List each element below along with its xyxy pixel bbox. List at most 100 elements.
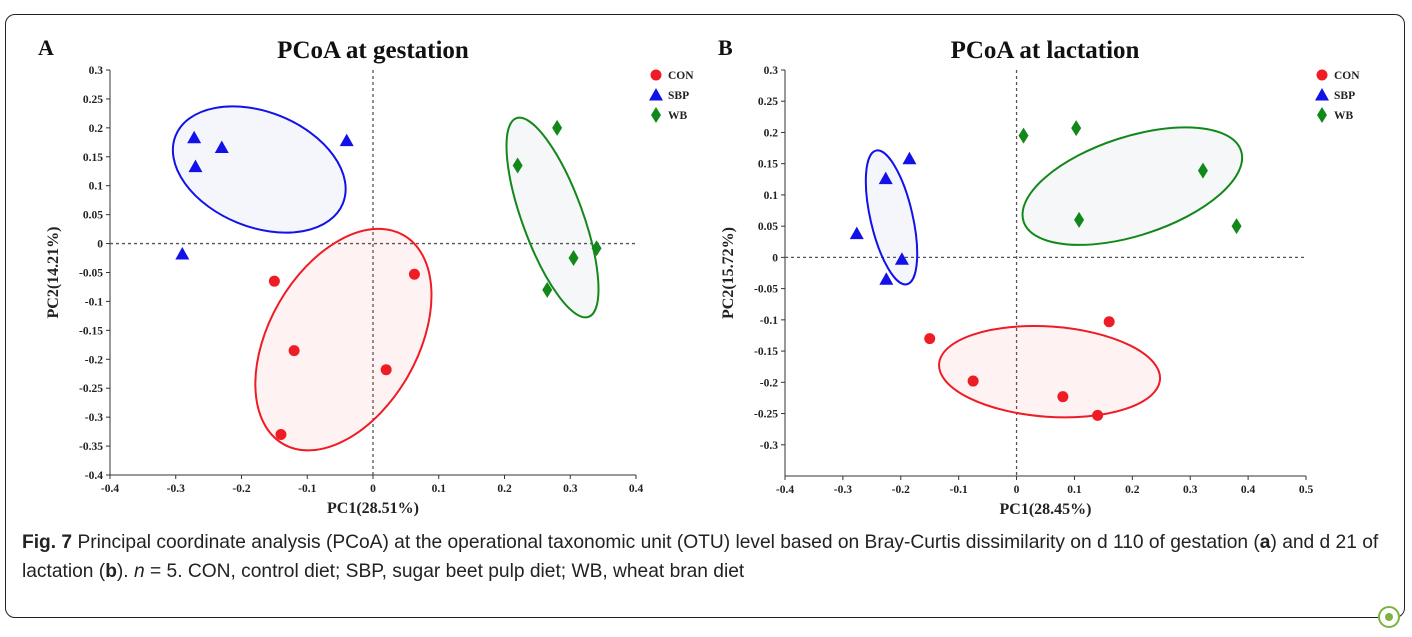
panel-b-x-tick-label: 0.5 (1299, 484, 1314, 496)
panel-b-y-tick-label: 0 (772, 252, 778, 264)
panel-a-y-tick-label: -0.3 (85, 412, 103, 424)
panel-a-legend-sbp-marker (649, 88, 663, 101)
panel-a-con-point (275, 429, 287, 440)
panel-a-y-tick-label: -0.05 (79, 268, 103, 280)
panel-b-y-tick-label: -0.1 (760, 315, 778, 327)
panel-b-y-tick-label: -0.15 (754, 346, 778, 358)
panel-a-x-tick-label: 0 (370, 483, 376, 495)
panel-b-wb-point (1197, 162, 1208, 179)
panel-b-wb-point (1071, 120, 1082, 137)
caption-fig-label: Fig. 7 (22, 532, 73, 553)
caption-text-2: ) and d 21 of lactation ( (22, 532, 1379, 582)
panel-a-con-point (380, 364, 392, 376)
panel-a-sbp-point (188, 159, 203, 173)
panel-a-y-tick-label: -0.15 (79, 325, 103, 337)
panel-b-x-tick-label: 0.1 (1067, 484, 1082, 496)
panel-a-y-tick-label: -0.2 (85, 354, 103, 366)
panel-b-wb-point (1074, 211, 1085, 228)
open-access-leaf-icon (1378, 606, 1400, 628)
panel-a-x-tick-label: 0.4 (629, 483, 644, 495)
panel-a-con-ellipse (254, 227, 433, 452)
panel-b-sbp-point (849, 226, 864, 240)
panel-a-sbp-point (187, 130, 202, 144)
panel-b-label: B (718, 35, 733, 60)
panel-b-legend-con-marker (1316, 69, 1328, 81)
panel-b-sbp-point (894, 252, 909, 265)
panel-b-y-tick-label: -0.05 (754, 284, 778, 296)
panel-a-x-tick-label: 0.1 (432, 483, 447, 495)
panel-b-wb-ellipse (1021, 126, 1244, 246)
panel-b-legend-sbp-label: SBP (1334, 90, 1355, 102)
panel-a-legend-wb-marker (651, 107, 661, 123)
panel-a-label: A (38, 35, 54, 60)
panel-a-con-point (268, 275, 280, 287)
panel-b-con-point (967, 375, 979, 387)
panel-b-y-axis-label: PC2(15.72%) (720, 227, 737, 319)
panel-a-legend-con-label: CON (668, 70, 694, 82)
panel-a-sbp-ellipse (171, 105, 347, 234)
panel-a-con-point (288, 345, 300, 357)
panel-a-y-tick-label: 0 (97, 239, 103, 251)
panel-b-x-tick-label: -0.4 (776, 484, 794, 496)
panel-a-y-tick-label: 0.15 (83, 152, 103, 164)
panel-b-x-tick-label: -0.2 (892, 484, 910, 496)
panel-a-y-tick-label: 0.05 (83, 210, 103, 222)
panel-a-x-tick-label: -0.3 (167, 483, 185, 495)
panel-b-legend-wb-marker (1317, 107, 1327, 123)
panel-a-sbp-point (214, 140, 229, 154)
panel-b-y-tick-label: 0.15 (758, 159, 778, 171)
panel-b-sbp-ellipse (864, 149, 919, 286)
panel-b-y-tick-label: -0.2 (760, 377, 778, 389)
panel-b-legend-wb-label: WB (1334, 110, 1354, 122)
panel-a-legend-wb-label: WB (668, 110, 688, 122)
panel-b-wb-point (1231, 218, 1242, 235)
panel-a-legend-con-marker (650, 69, 662, 81)
panel-b-x-tick-label: 0.2 (1125, 484, 1140, 496)
panel-b-con-point (1057, 391, 1069, 403)
caption-a-label: a (1259, 532, 1271, 553)
caption-text-1: Principal coordinate analysis (PCoA) at … (72, 532, 1260, 553)
panel-b-y-tick-label: 0.05 (758, 221, 778, 233)
panel-a-con-point (408, 268, 420, 280)
panel-a-x-tick-label: -0.1 (298, 483, 316, 495)
panel-a-sbp-point (339, 133, 354, 147)
panel-b-title: PCoA at lactation (951, 37, 1140, 64)
panel-b-wb-point (1018, 127, 1029, 144)
panel-a-sbp-point (175, 246, 190, 260)
panel-b-y-tick-label: 0.3 (764, 65, 779, 77)
panel-a-wb-point (542, 281, 553, 298)
caption-n-label: n (133, 561, 145, 582)
panel-a-y-tick-label: 0.2 (89, 123, 104, 135)
panel-b-x-tick-label: 0.4 (1241, 484, 1256, 496)
panel-b-con-point (924, 333, 936, 345)
panel-b-x-tick-label: 0.3 (1183, 484, 1198, 496)
panel-b-legend-sbp-marker (1315, 88, 1329, 101)
panel-b-y-tick-label: 0.25 (758, 96, 778, 108)
caption-b-label: b (105, 561, 117, 582)
panel-b-y-tick-label: 0.1 (764, 190, 779, 202)
caption-text-3: ). (116, 561, 134, 582)
panel-a-y-tick-label: -0.25 (79, 383, 103, 395)
panel-a-wb-point (568, 250, 579, 267)
figure-frame (5, 14, 1405, 618)
panel-a-x-axis-label: PC1(28.51%) (327, 500, 419, 517)
panel-a-wb-point (552, 119, 563, 136)
panel-b-x-tick-label: -0.3 (834, 484, 852, 496)
panel-b-sbp-point (902, 151, 917, 165)
caption-text-4: = 5. CON, control diet; SBP, sugar beet … (144, 561, 745, 582)
panel-a-x-tick-label: 0.3 (563, 483, 578, 495)
panel-a-y-tick-label: -0.35 (79, 441, 103, 453)
panel-b-y-tick-label: -0.3 (760, 440, 778, 452)
panel-a-legend-sbp-label: SBP (668, 90, 689, 102)
panel-b-y-tick-label: -0.25 (754, 409, 778, 421)
panel-b-x-tick-label: 0 (1014, 484, 1020, 496)
panel-b-x-tick-label: -0.1 (950, 484, 968, 496)
figure-caption: Fig. 7 Principal coordinate analysis (PC… (22, 528, 1392, 586)
panel-b-con-point (1092, 409, 1104, 421)
panel-a-x-tick-label: -0.4 (101, 483, 119, 495)
panel-a-x-tick-label: -0.2 (232, 483, 250, 495)
panel-b-sbp-point (878, 171, 893, 185)
panel-a-y-tick-label: -0.4 (85, 470, 103, 482)
panel-a-x-tick-label: 0.2 (497, 483, 512, 495)
